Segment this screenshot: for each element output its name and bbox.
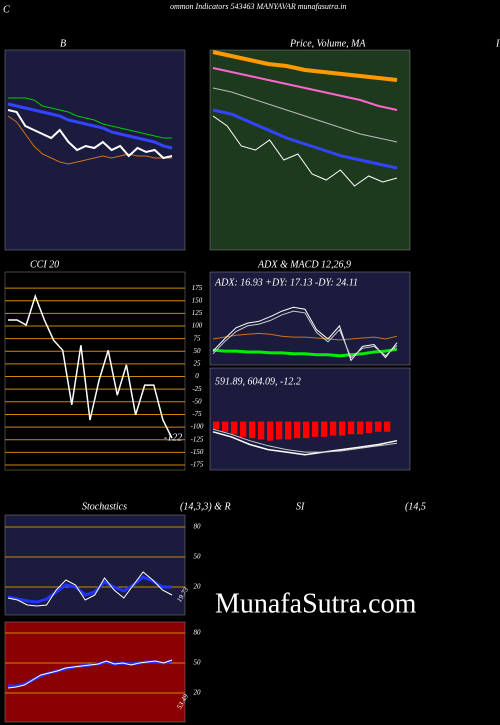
- stoch-label: Stochastics: [82, 501, 127, 512]
- y-tick-label: 50: [194, 553, 202, 561]
- series-line: [212, 332, 398, 341]
- series-line: [212, 67, 398, 111]
- histogram-bar: [285, 421, 292, 440]
- histogram-bar: [330, 421, 337, 436]
- series-line: [212, 347, 398, 358]
- series-line: [212, 310, 398, 359]
- y-tick-label: 25: [194, 360, 202, 368]
- histogram-bar: [339, 421, 346, 436]
- stoch-label: SI: [296, 501, 305, 512]
- histogram-bar: [258, 421, 265, 440]
- series-line: [7, 109, 173, 160]
- panel: [209, 49, 411, 251]
- header-left: C: [3, 4, 10, 15]
- annotation: 591.89, 604.09, -12.2: [215, 376, 301, 387]
- series-line: [7, 659, 173, 689]
- series-line: [212, 115, 398, 187]
- y-tick-label: 80: [194, 629, 202, 637]
- y-tick-label: 175: [192, 284, 203, 292]
- histogram-bar: [276, 421, 283, 440]
- chart-title: B: [60, 38, 66, 49]
- histogram-bar: [213, 421, 220, 430]
- y-tick-label: 0: [195, 372, 199, 380]
- panel: [4, 49, 186, 251]
- histogram-bar: [222, 421, 229, 432]
- series-line: [8, 97, 172, 139]
- histogram-bar: [384, 421, 391, 432]
- panel: [4, 621, 186, 723]
- y-tick-label: 150: [192, 296, 203, 304]
- series-line: [212, 108, 398, 170]
- page-title: ommon Indicators 543463 MANYAVAR munafas…: [170, 2, 346, 11]
- y-tick-label: -150: [191, 448, 204, 456]
- panel: [209, 367, 411, 471]
- y-tick-label: -25: [192, 385, 202, 393]
- y-tick-label: 50: [194, 347, 202, 355]
- series-line: [212, 87, 398, 143]
- chart-title: Price, Volume, MA: [289, 38, 366, 49]
- watermark: MunafaSutra.com: [215, 588, 417, 619]
- histogram-bar: [231, 421, 238, 435]
- histogram-bar: [303, 421, 310, 439]
- y-tick-label: 50: [194, 659, 202, 667]
- series-line: [7, 575, 172, 604]
- header-right: I: [495, 38, 500, 49]
- y-tick-label: 80: [194, 523, 202, 531]
- histogram-bar: [294, 421, 301, 439]
- histogram-bar: [321, 421, 328, 437]
- stoch-label: (14,3,3) & R: [180, 501, 231, 512]
- chart-title: ADX & MACD 12,26,9: [257, 259, 351, 270]
- y-tick-label: 20: [194, 689, 202, 697]
- series-line: [212, 306, 398, 362]
- y-tick-label: 100: [192, 322, 203, 330]
- y-tick-label: 75: [194, 334, 202, 342]
- chart-title: CCI 20: [30, 259, 59, 270]
- series-line: [212, 428, 398, 453]
- series-line: [7, 102, 173, 150]
- histogram-bar: [267, 421, 274, 441]
- series-line: [212, 50, 398, 82]
- y-tick-label: -75: [192, 410, 202, 418]
- y-tick-label: -50: [192, 397, 202, 405]
- histogram-bar: [366, 421, 373, 434]
- y-tick-label: -125: [191, 435, 204, 443]
- panel: [4, 514, 186, 616]
- series-line: [212, 431, 398, 456]
- histogram-bar: [375, 421, 382, 432]
- series-line: [7, 115, 172, 165]
- y-tick-label: -100: [191, 423, 204, 431]
- value-label: -122: [164, 432, 182, 443]
- histogram-bar: [312, 421, 319, 437]
- y-tick-label: -175: [191, 461, 204, 469]
- histogram-bar: [348, 421, 355, 435]
- histogram-bar: [240, 421, 247, 437]
- series-line: [7, 571, 173, 607]
- histogram-bar: [357, 421, 364, 435]
- annotation: ADX: 16.93 +DY: 17.13 -DY: 24.11: [214, 277, 358, 288]
- series-line: [8, 293, 173, 439]
- histogram-bar: [249, 421, 256, 439]
- stoch-label: (14,5: [405, 501, 426, 512]
- y-tick-label: 20: [194, 583, 202, 591]
- y-tick-label: 125: [192, 309, 203, 317]
- panel: [4, 271, 186, 471]
